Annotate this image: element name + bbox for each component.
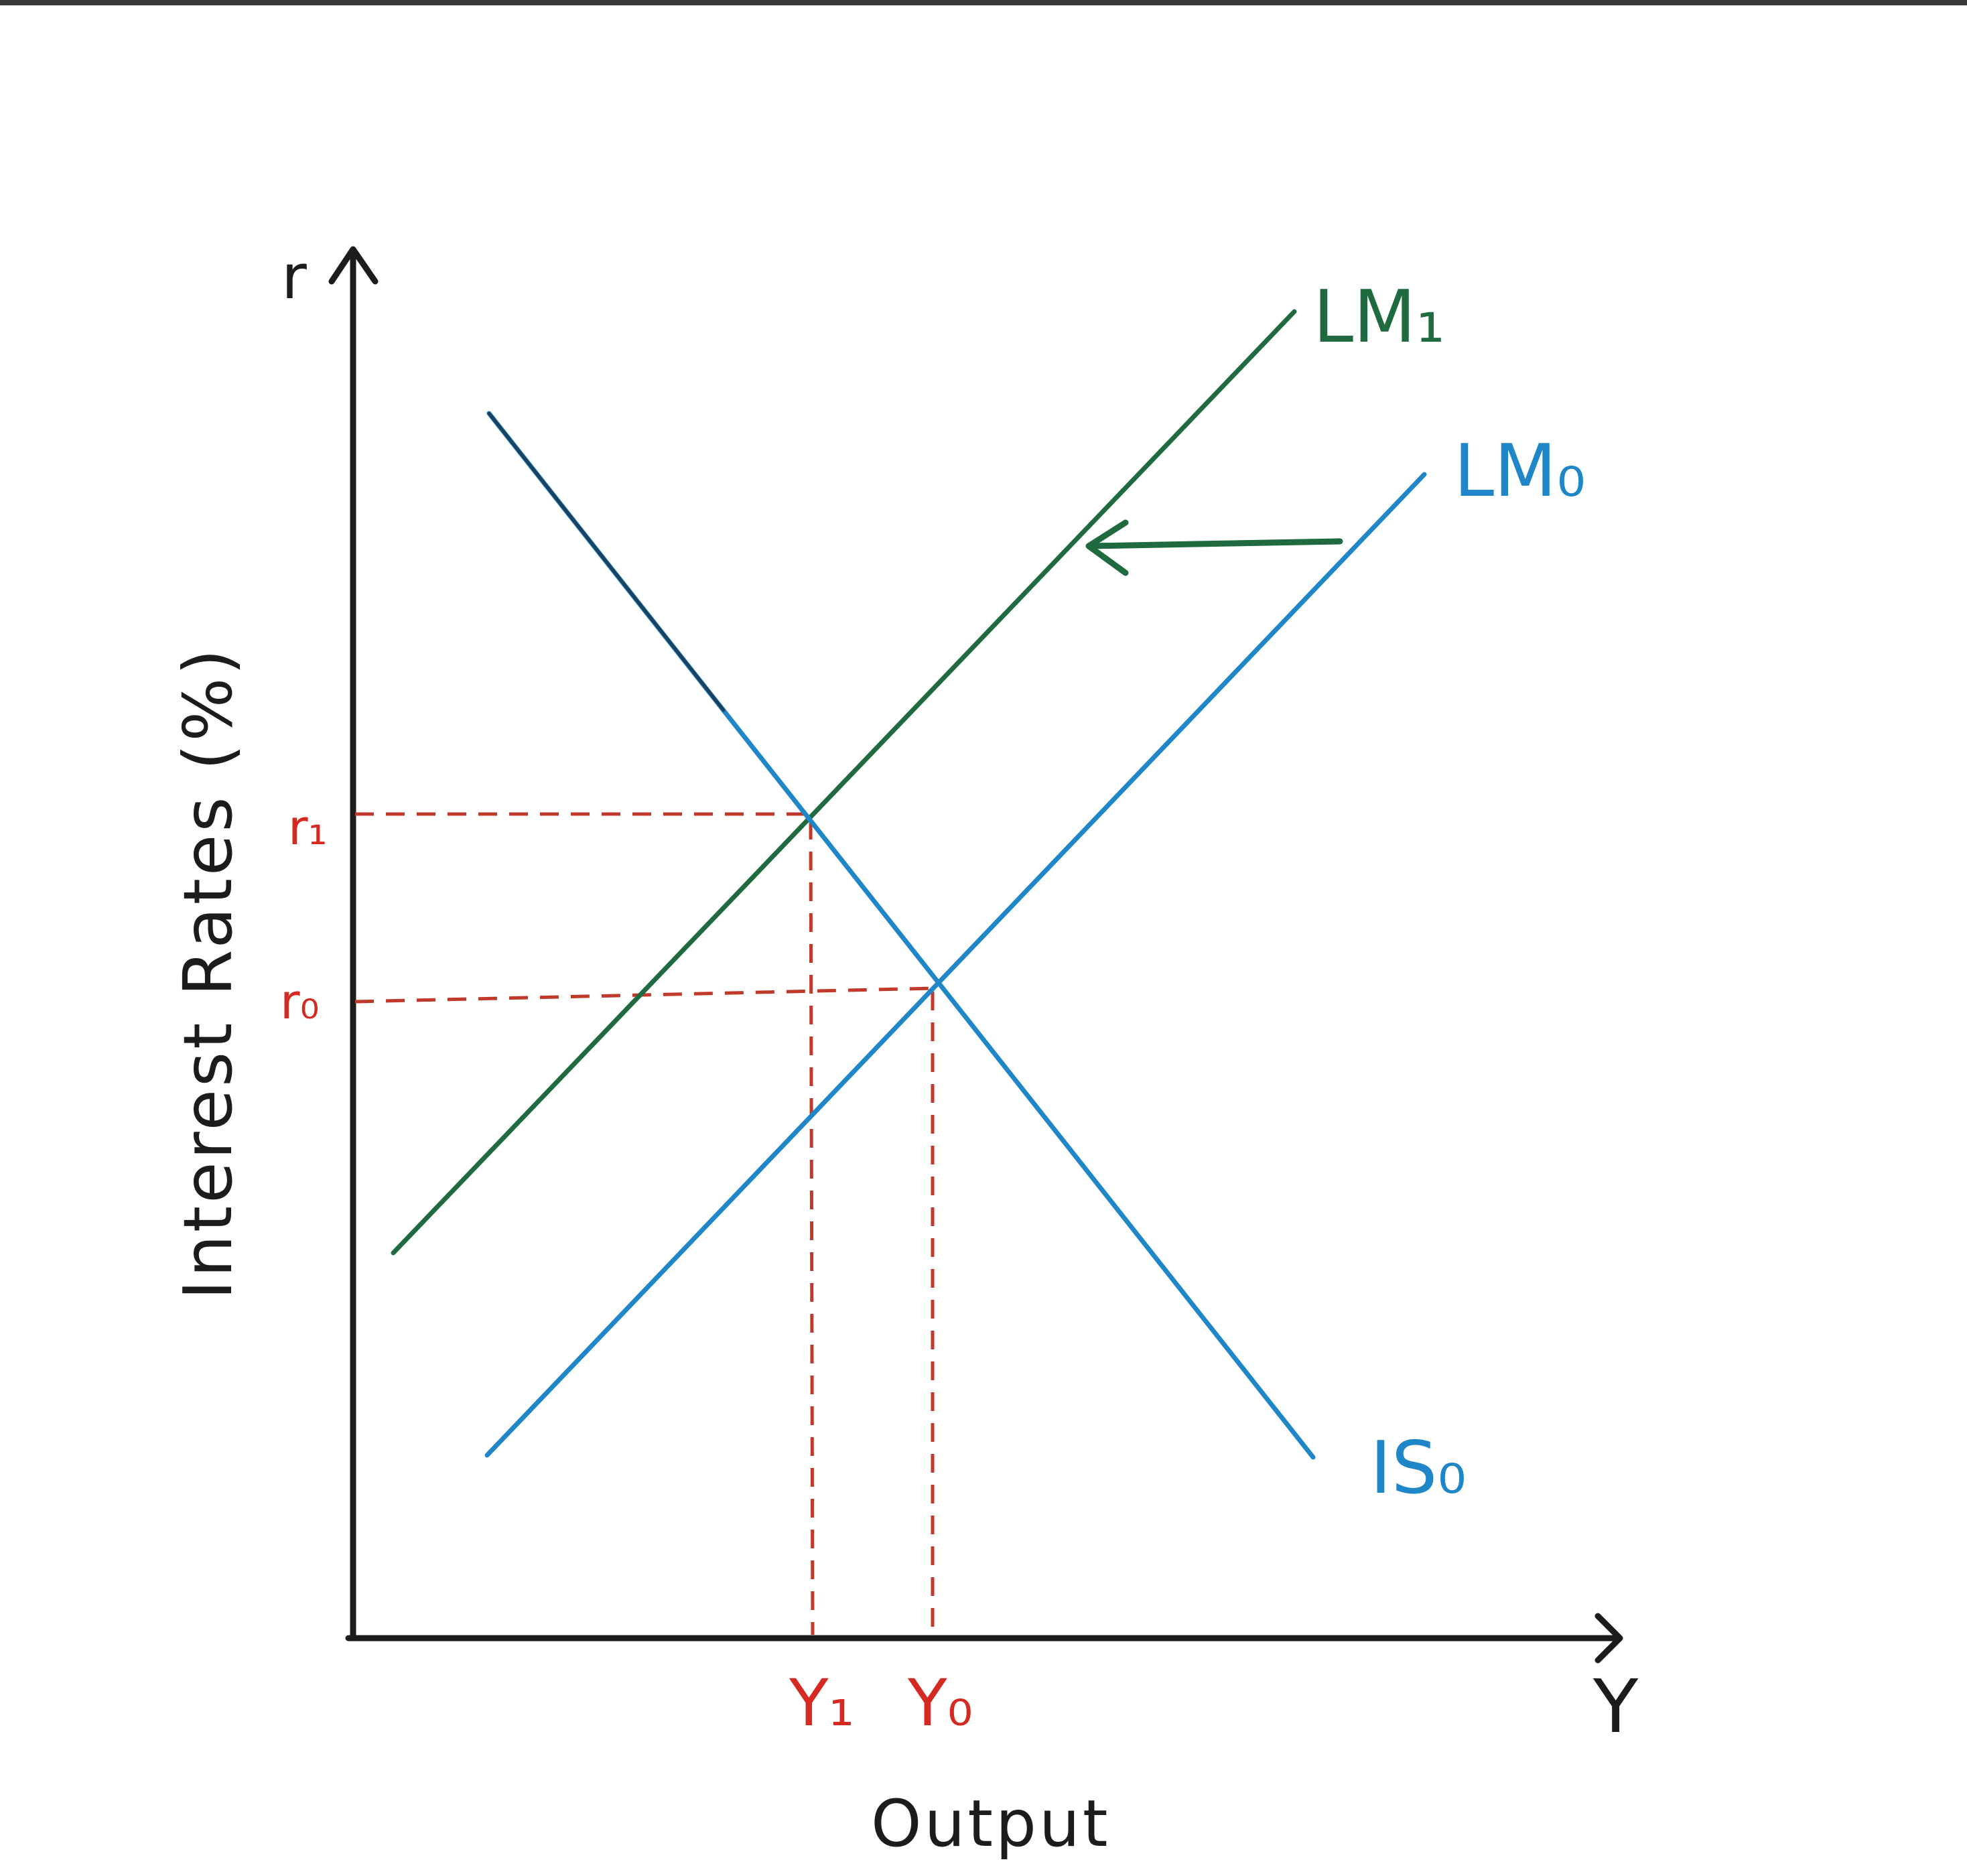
x-axis-title: Output <box>871 1786 1110 1861</box>
is0-label: IS₀ <box>1370 1426 1467 1510</box>
curves <box>393 312 1424 1457</box>
shift-arrow-shaft <box>1091 541 1340 546</box>
r0-label: r₀ <box>280 974 319 1030</box>
y0-label: Y₀ <box>907 1666 973 1741</box>
lm0-label: LM₀ <box>1454 429 1586 513</box>
is0-curve-dark-segment <box>489 413 724 710</box>
x-axis-symbol: Y <box>1592 1664 1639 1749</box>
lm0-curve <box>487 474 1424 1455</box>
r1-label: r₁ <box>288 799 327 856</box>
guide-lines <box>355 814 935 1635</box>
y-axis-title: Interest Rates (%) <box>169 647 247 1300</box>
lm1-curve <box>393 312 1294 1253</box>
y-axis-symbol: r <box>281 241 307 313</box>
lm1-label: LM₁ <box>1313 275 1445 359</box>
shift-arrow <box>1089 523 1340 573</box>
y1-label: Y₁ <box>789 1666 854 1741</box>
y1-guide <box>811 821 813 1635</box>
